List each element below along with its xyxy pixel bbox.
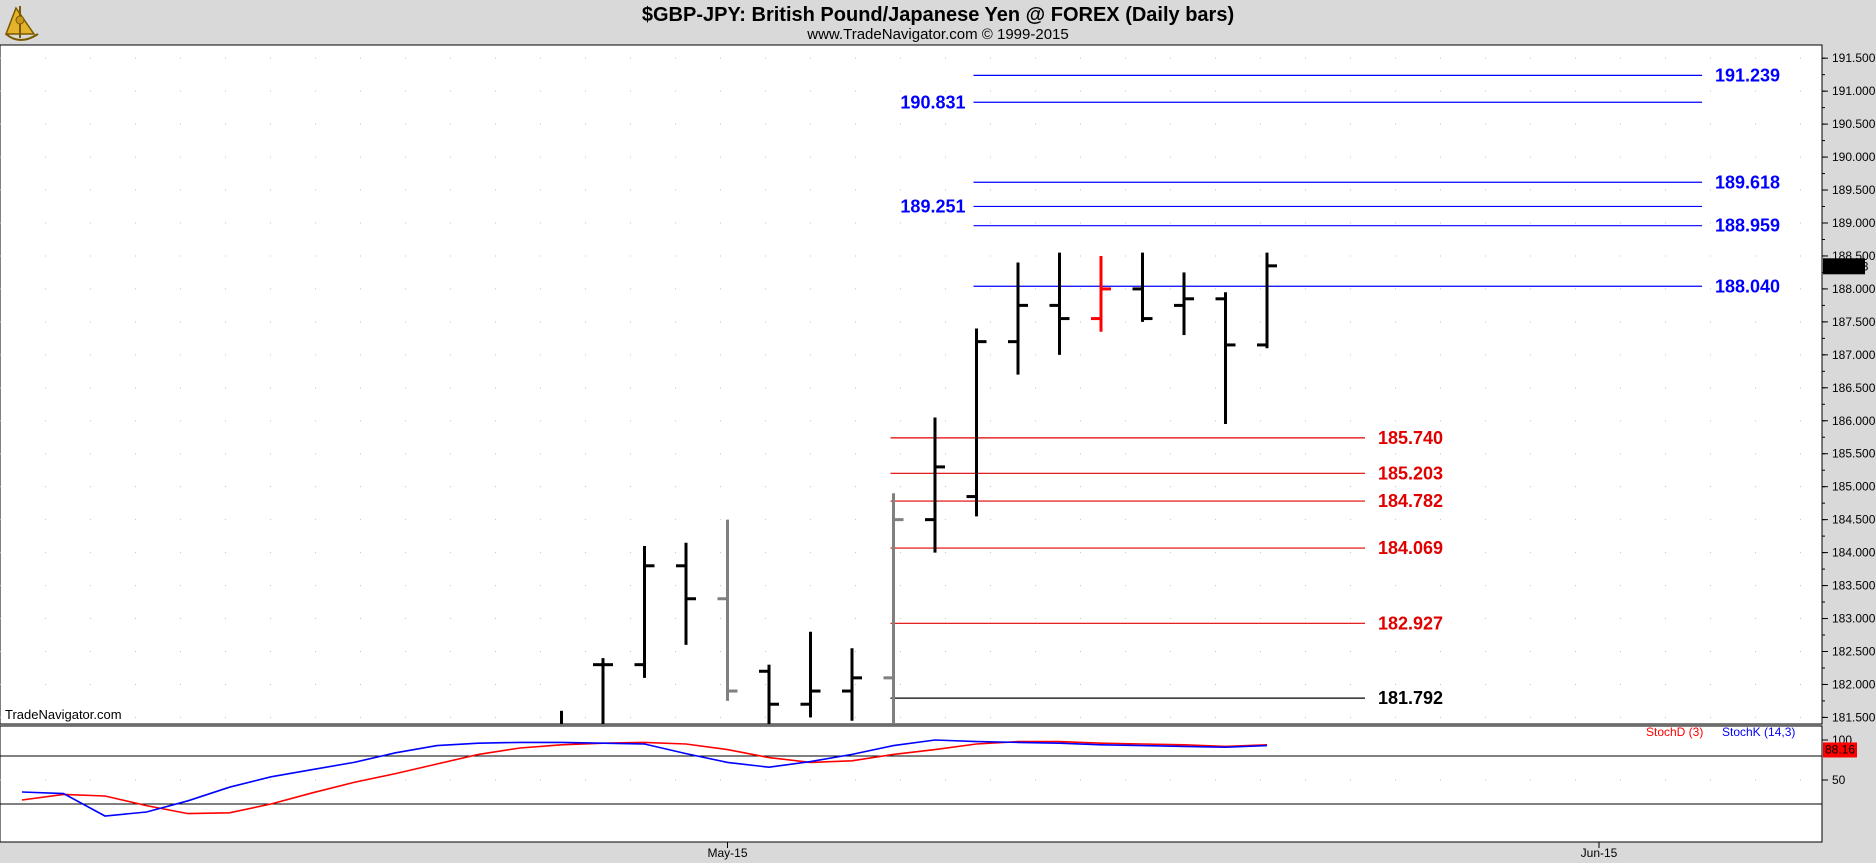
level-label: 191.239 [1715,65,1780,85]
level-label: 182.927 [1378,613,1443,633]
price-tick-label: 190.500 [1832,117,1876,131]
level-label: 185.203 [1378,463,1443,483]
ohlc-bar [1215,292,1236,425]
date-tick-label: Jun-15 [1581,846,1618,860]
price-tick-label: 181.500 [1832,710,1876,724]
price-tick-label: 191.500 [1832,51,1876,65]
price-tick-label: 185.000 [1832,480,1876,494]
ohlc-bar [842,648,862,721]
ohlc-bar [634,546,655,678]
price-bars [560,252,1277,724]
price-axis: 181.500 182.000 182.500 183.000 183.500 184.0… [1822,51,1876,724]
price-tick-label: 182.500 [1832,644,1876,658]
stochastic-tick-label: 50 [1832,773,1846,787]
ohlc-bar [1008,262,1028,375]
legend-stochd: StochD (3) [1646,725,1703,739]
price-tick-label: 183.500 [1832,579,1876,593]
last-price-label: 188.343 [1825,259,1869,273]
price-tick-label: 182.000 [1832,677,1876,691]
ohlc-bar [925,417,945,553]
stochastic-lines [21,739,1268,817]
price-tick-label: 191.000 [1832,84,1876,98]
ohlc-bar [1257,252,1277,349]
sextant-logo-icon [4,6,39,41]
level-label: 188.959 [1715,216,1780,236]
level-label: 190.831 [900,92,965,112]
price-tick-label: 188.000 [1832,282,1876,296]
level-label: 189.618 [1715,172,1780,192]
ohlc-bar [1132,252,1153,322]
level-label: 185.740 [1378,428,1443,448]
price-tick-label: 184.000 [1832,546,1876,560]
stochastic-grid [0,755,1822,805]
last-price-badge [1823,258,1865,275]
ohlc-bar [1091,255,1111,332]
ohlc-bar [1049,252,1070,355]
stochastic-panel [0,725,1823,843]
price-tick-label: 187.000 [1832,348,1876,362]
stochastic-series-line [21,739,1268,817]
date-axis: May-15 Jun-15 [707,842,1618,860]
price-tick-label: 190.000 [1832,150,1876,164]
price-plot-area [0,44,1823,725]
ohlc-bar [966,328,987,517]
chart-subtitle: www.TradeNavigator.com © 1999-2015 [806,26,1068,43]
price-tick-label: 187.500 [1832,315,1876,329]
price-tick-label: 189.500 [1832,183,1876,197]
ohlc-bar [1174,272,1194,336]
level-label: 181.792 [1378,688,1443,708]
price-tick-label: 189.000 [1832,216,1876,230]
level-label: 189.251 [900,196,965,216]
chart-title: $GBP-JPY: British Pound/Japanese Yen @ F… [642,4,1234,26]
ohlc-bar [759,664,779,724]
price-tick-label: 183.000 [1832,612,1876,626]
watermark: TradeNavigator.com [5,707,122,722]
price-tick-label: 185.500 [1832,447,1876,461]
price-levels: 191.239 190.831 189.618 189.251 188.959 188.0… [890,65,1780,708]
ohlc-bar [593,658,613,724]
legend-stochk: StochK (14,3) [1722,725,1795,739]
stochastic-value-badge [1823,742,1857,758]
price-tick-label: 184.500 [1832,513,1876,527]
price-tick-label: 186.500 [1832,381,1876,395]
stochastic-series-line [21,740,1268,815]
ohlc-bar [676,542,696,645]
ohlc-bar [883,493,904,724]
level-label: 184.069 [1378,538,1443,558]
level-label: 184.782 [1378,491,1443,511]
ohlc-bar [717,519,738,701]
price-tick-label: 186.000 [1832,414,1876,428]
level-label: 188.040 [1715,276,1780,296]
stochastic-value-label: 88.16 [1825,742,1855,756]
ohlc-bar [800,631,821,718]
date-tick-label: May-15 [707,846,747,860]
